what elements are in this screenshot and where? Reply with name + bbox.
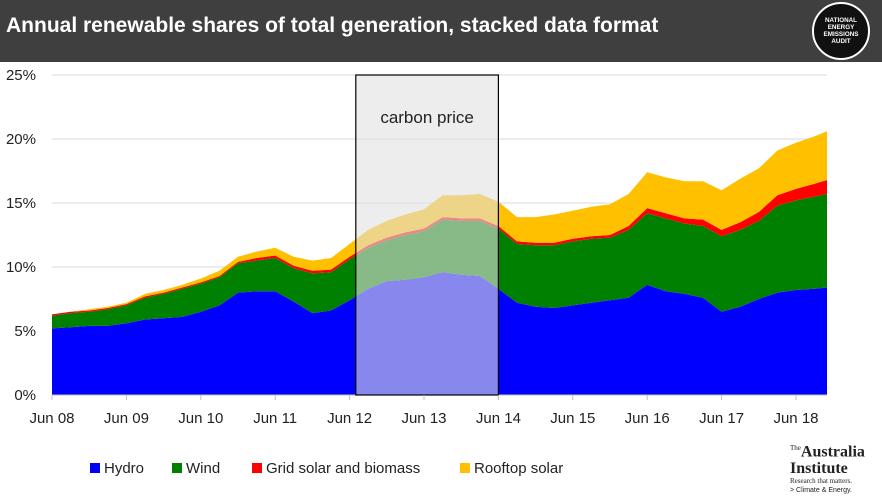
stacked-area-chart: carbon price 0%5%10%15%20%25% Jun 08 Jun … xyxy=(6,67,827,477)
x-tick-label: Jun 10 xyxy=(178,410,223,427)
title-bar: Annual renewable shares of total generat… xyxy=(0,0,882,62)
badge-line-0: NATIONAL xyxy=(824,17,858,24)
legend-label: Rooftop solar xyxy=(474,460,563,477)
legend-swatch xyxy=(460,463,470,473)
y-tick-label: 0% xyxy=(14,387,36,404)
badge-line-1: ENERGY xyxy=(827,24,855,31)
legend-label: Wind xyxy=(186,460,220,477)
nea-badge-logo: NATIONAL ENERGY EMISSIONS AUDIT xyxy=(812,2,870,60)
y-tick-labels: 0% 5% 10% 15% 20% 25% xyxy=(6,67,36,404)
australia-institute-logo: TheAustralia Institute Research that mat… xyxy=(790,440,880,498)
x-tick-label: Jun 09 xyxy=(104,410,149,427)
y-tick-label: 5% xyxy=(14,323,36,340)
badge-line-2: EMISSIONS xyxy=(823,31,859,38)
y-tick-label: 15% xyxy=(6,195,36,212)
x-tick-label: Jun 16 xyxy=(625,410,670,427)
logo-name-1: Australia xyxy=(800,443,865,461)
x-tick-labels: Jun 08 Jun 09 Jun 10 Jun 11 Jun 12 Jun 13 Jun … xyxy=(29,395,819,427)
logo-tagline: Research that matters. xyxy=(790,477,853,486)
legend-label: Hydro xyxy=(104,460,144,477)
x-tick-label: Jun 13 xyxy=(401,410,446,427)
badge-text: NATIONAL ENERGY EMISSIONS AUDIT xyxy=(819,17,863,45)
logo-name-2: Institute xyxy=(790,460,848,478)
y-tick-label: 20% xyxy=(6,131,36,148)
legend-label: Grid solar and biomass xyxy=(266,460,420,477)
carbon-price-label: carbon price xyxy=(380,108,474,127)
legend-swatch xyxy=(90,463,100,473)
carbon-price-box xyxy=(355,74,499,396)
legend: Hydro Wind Grid solar and biomass Rooftop s… xyxy=(90,460,563,477)
x-tick-label: Jun 11 xyxy=(253,410,297,427)
annotation-layer: carbon price xyxy=(355,74,499,396)
legend-swatch xyxy=(252,463,262,473)
x-tick-label: Jun 17 xyxy=(699,410,744,427)
badge-line-3: AUDIT xyxy=(831,38,851,45)
x-tick-label: Jun 18 xyxy=(773,410,818,427)
y-tick-label: 10% xyxy=(6,259,36,276)
chart-title: Annual renewable shares of total generat… xyxy=(6,14,659,37)
x-tick-label: Jun 08 xyxy=(29,410,74,427)
x-tick-label: Jun 12 xyxy=(327,410,372,427)
legend-swatch xyxy=(172,463,182,473)
logo-sub: > Climate & Energy. xyxy=(790,487,852,495)
logo-the: The xyxy=(790,444,801,452)
x-tick-label: Jun 15 xyxy=(550,410,595,427)
x-tick-label: Jun 14 xyxy=(476,410,521,427)
y-tick-label: 25% xyxy=(6,67,36,84)
